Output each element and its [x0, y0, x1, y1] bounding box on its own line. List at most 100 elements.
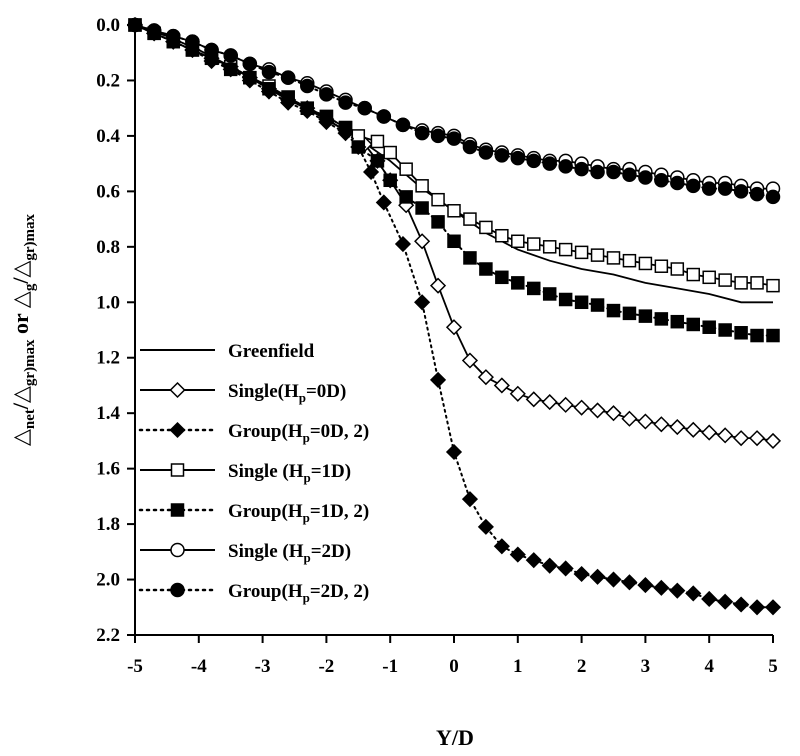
legend-label: Group(Hp=1D, 2) [228, 501, 369, 525]
data-point [702, 320, 716, 334]
data-point [414, 233, 431, 250]
series-2 [126, 16, 782, 449]
data-point [541, 394, 558, 411]
y-axis-title: △net/△gr)max or △g/△gr)max [8, 213, 38, 446]
data-point [686, 178, 701, 194]
data-point [638, 256, 653, 271]
data-point [764, 599, 782, 616]
data-point [415, 201, 429, 215]
data-point [750, 276, 764, 290]
data-point [300, 101, 315, 115]
data-point [573, 565, 590, 583]
data-point [654, 259, 669, 273]
data-point [204, 42, 219, 58]
y-tick-label: 1.2 [96, 348, 120, 369]
data-point [574, 245, 589, 260]
y-tick-label: 0.0 [96, 15, 120, 36]
data-point [185, 34, 200, 49]
data-point [542, 287, 557, 301]
data-point [511, 234, 525, 249]
data-point [223, 48, 238, 63]
data-point [573, 399, 590, 416]
legend-item: Group(Hp=2D, 2) [138, 581, 369, 605]
legend-label: Single (Hp=1D) [228, 461, 351, 485]
legend-label: Single(Hp=0D) [228, 381, 346, 405]
y-tick-label: 0.2 [96, 70, 120, 91]
legend-label: Group(Hp=0D, 2) [228, 421, 369, 445]
legend-item: Greenfield [140, 341, 315, 362]
data-point [415, 179, 429, 193]
data-point [280, 70, 296, 85]
data-point [654, 173, 669, 188]
data-point [477, 369, 494, 386]
y-tick-label: 1.6 [96, 459, 120, 480]
data-point [749, 186, 765, 202]
data-point [445, 443, 463, 461]
plot-area: -5 -4 -3 -2 -1 0 1 2 3 4 5 0.0 0.2 0.4 0.6 0.8 1.0 1.2 1.4… [96, 15, 782, 677]
data-point [685, 421, 702, 438]
data-point [686, 317, 700, 332]
data-point [429, 371, 447, 388]
data-point [525, 391, 542, 408]
data-point [399, 162, 413, 176]
x-tick-label: 2 [577, 656, 587, 677]
data-point [351, 140, 366, 154]
legend-item: Group(Hp=0D, 2) [138, 421, 369, 445]
axis-layer: -5 -4 -3 -2 -1 0 1 2 3 4 5 0.0 0.2 0.4 0.6 0.8 1.0 1.2 1.4… [96, 15, 778, 677]
data-point [383, 173, 397, 188]
data-point [478, 145, 494, 160]
data-point [541, 557, 558, 574]
data-point [718, 323, 732, 337]
data-point [281, 90, 295, 104]
data-point [670, 262, 685, 276]
y-tick-label: 2.0 [96, 570, 120, 591]
legend-label: Greenfield [228, 341, 315, 362]
data-point [445, 319, 463, 336]
data-point [479, 262, 493, 276]
data-point [461, 352, 479, 369]
x-tick-label: -2 [318, 656, 334, 677]
data-point [430, 128, 446, 144]
legend-item: Single (Hp=2D) [140, 541, 351, 565]
data-point [622, 167, 637, 182]
y-tick-label: 0.4 [96, 126, 120, 147]
data-point [670, 175, 685, 191]
data-point [509, 385, 526, 402]
series-layer [126, 16, 782, 616]
data-point [638, 309, 653, 323]
data-point [654, 312, 669, 326]
data-point [527, 237, 541, 251]
data-point [733, 184, 749, 199]
y-tick-label: 0.6 [96, 181, 120, 202]
x-axis-title: Y/D [436, 725, 474, 750]
x-tick-label: -3 [255, 656, 271, 677]
data-point [765, 189, 781, 205]
data-point [542, 156, 557, 171]
data-point [414, 125, 430, 141]
y-tick-label: 2.2 [96, 625, 120, 646]
series-7 [127, 17, 781, 205]
data-point [170, 463, 185, 477]
data-point [653, 416, 670, 433]
data-point [606, 303, 621, 318]
data-point [542, 240, 557, 254]
data-point [351, 129, 366, 143]
data-point [590, 298, 605, 312]
data-point [605, 405, 622, 422]
data-point [462, 139, 478, 155]
data-point [558, 292, 573, 307]
data-point [653, 579, 670, 596]
data-point [748, 599, 766, 616]
data-point [558, 159, 573, 174]
data-point [494, 148, 510, 163]
data-point [590, 248, 605, 262]
data-point [243, 70, 257, 85]
data-point [622, 306, 637, 321]
data-point [242, 56, 258, 72]
data-point [319, 109, 334, 124]
data-point [750, 328, 764, 343]
data-point [447, 204, 461, 218]
data-point [686, 267, 700, 282]
data-point [170, 503, 185, 517]
